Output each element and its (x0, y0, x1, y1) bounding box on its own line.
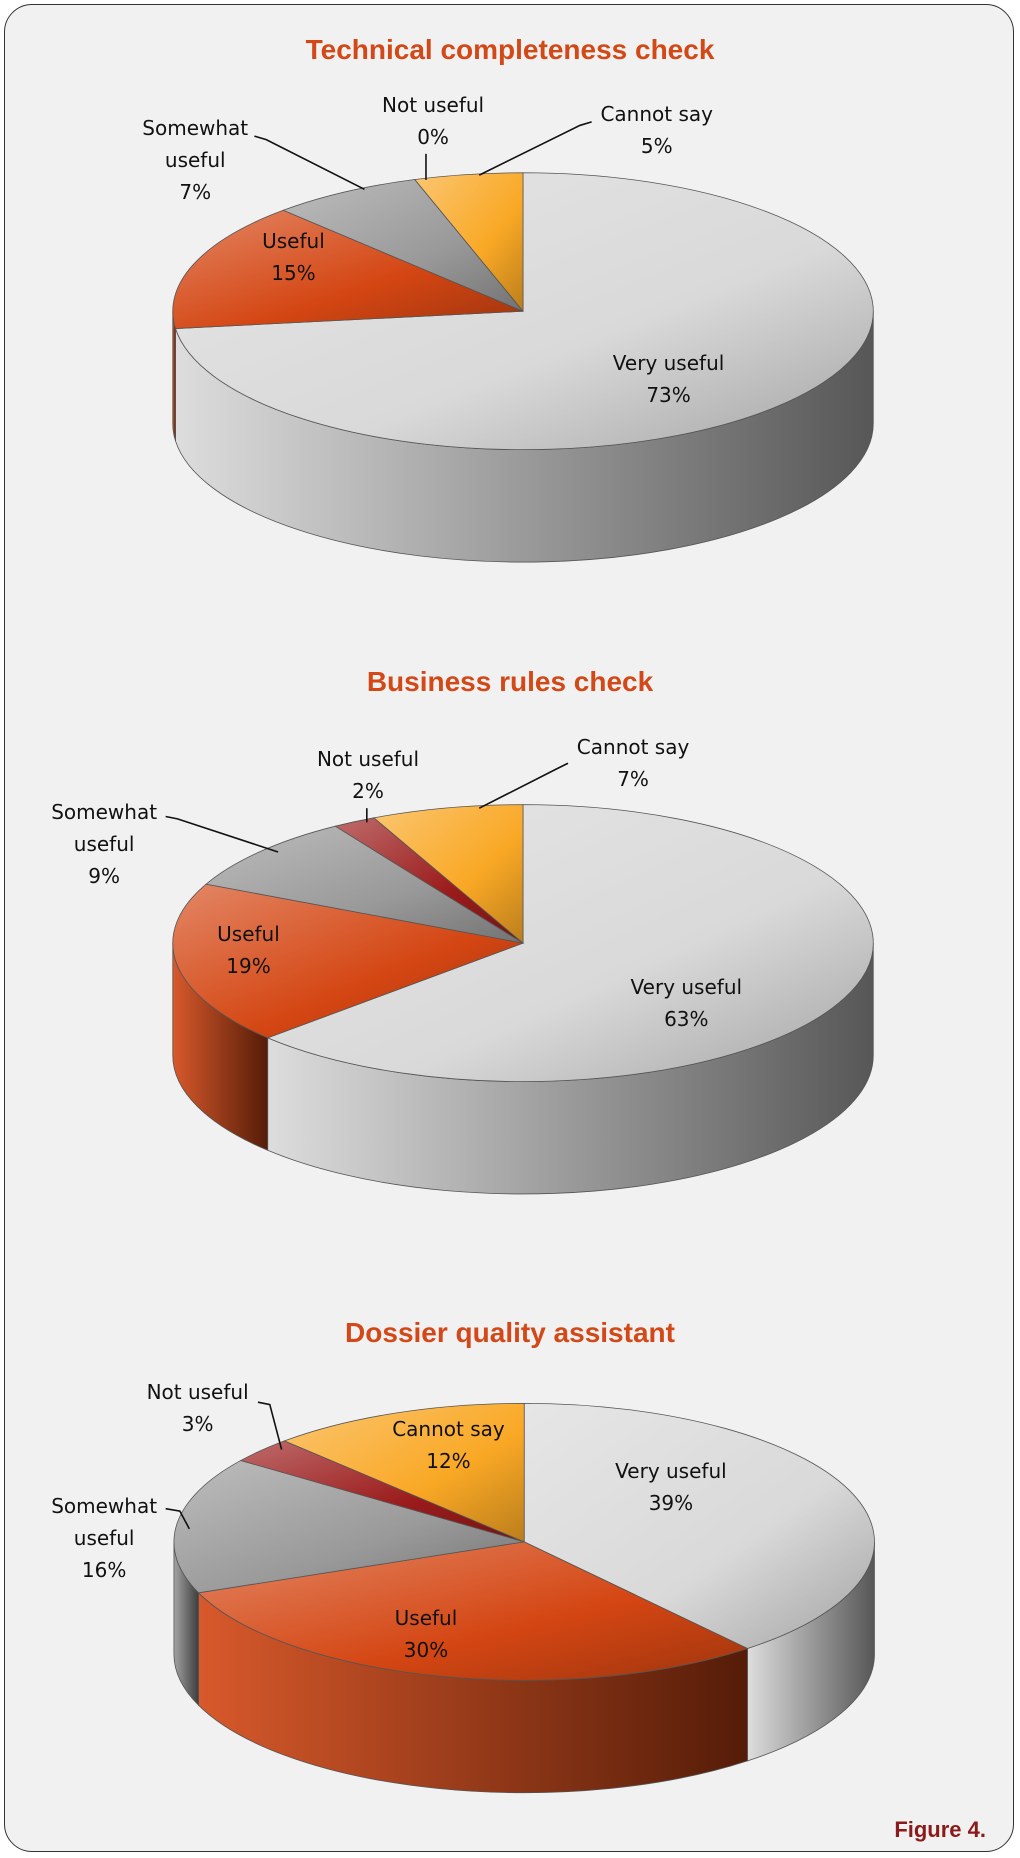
leader-line (257, 1401, 283, 1450)
chart-title: Technical completeness check (305, 34, 715, 66)
data-label: Useful 19% (183, 918, 313, 982)
category-label: Very useful (630, 975, 743, 1000)
slice (282, 179, 524, 312)
data-label: Not useful 0% (368, 89, 498, 153)
data-label: Cannot say 12% (383, 1413, 513, 1477)
value-label: 19% (226, 954, 271, 979)
value-label: 30% (403, 1638, 449, 1663)
value-label: 7% (179, 179, 212, 204)
category-label: Very useful (615, 1459, 727, 1484)
data-label: Cannot say 7% (568, 731, 698, 795)
chart-title: Dossier quality assistant (345, 1316, 675, 1348)
value-label: 63% (664, 1007, 709, 1032)
leader-line (165, 815, 279, 853)
slice (283, 1402, 525, 1543)
data-label: Very useful 73% (604, 347, 734, 411)
data-label: Very useful 63% (621, 971, 751, 1035)
value-label: 16% (81, 1558, 127, 1583)
value-label: 5% (640, 134, 673, 159)
slice (172, 883, 525, 1039)
leader-line (478, 121, 592, 176)
pie (172, 804, 874, 1195)
pie (172, 172, 874, 563)
data-label: Cannot say 5% (592, 98, 722, 162)
data-label: Useful 30% (361, 1602, 491, 1666)
slice (173, 1460, 525, 1594)
leader-line (478, 762, 569, 809)
slice (174, 172, 874, 451)
value-label: 2% (352, 779, 384, 804)
value-label: 73% (646, 382, 691, 407)
slice (205, 825, 524, 944)
category-label: Useful (262, 228, 325, 253)
pie (173, 1402, 875, 1794)
value-label: 39% (648, 1491, 694, 1516)
data-label: Useful 15% (228, 225, 358, 289)
category-label: Useful (394, 1606, 458, 1631)
category-label: Useful (217, 922, 280, 947)
category-label: Very useful (612, 350, 725, 375)
leader-line (254, 135, 365, 191)
slice (172, 209, 524, 329)
data-label: Not useful 2% (303, 743, 433, 807)
value-label: 3% (181, 1412, 214, 1437)
data-label: Somewhat useful 7% (130, 112, 260, 208)
slice (414, 172, 524, 313)
category-label: Cannot say (392, 1416, 505, 1441)
value-label: 0% (417, 124, 449, 149)
value-label: 7% (617, 767, 649, 792)
chart-title: Business rules check (366, 665, 654, 697)
category-label: Cannot say (600, 102, 713, 127)
category-label: Somewhat useful (51, 799, 158, 856)
category-label: Not useful (382, 92, 485, 117)
value-label: 12% (426, 1448, 471, 1473)
slice (523, 1402, 875, 1649)
category-label: Not useful (146, 1380, 249, 1405)
data-label: Not useful 3% (133, 1376, 263, 1440)
value-label: 9% (88, 863, 120, 888)
leader-line (165, 1507, 191, 1530)
data-label: Somewhat useful 9% (39, 796, 169, 892)
slice (266, 804, 874, 1082)
category-label: Cannot say (576, 735, 690, 760)
data-label: Very useful 39% (606, 1455, 736, 1519)
category-label: Somewhat useful (142, 115, 249, 172)
slice (372, 804, 524, 944)
caption: Figure 4. (894, 1817, 986, 1842)
category-label: Not useful (316, 747, 420, 772)
data-label: Somewhat useful 16% (39, 1490, 169, 1586)
slice (197, 1541, 749, 1681)
slice-side (172, 311, 176, 442)
value-label: 15% (271, 260, 316, 285)
category-label: Somewhat useful (51, 1494, 158, 1551)
